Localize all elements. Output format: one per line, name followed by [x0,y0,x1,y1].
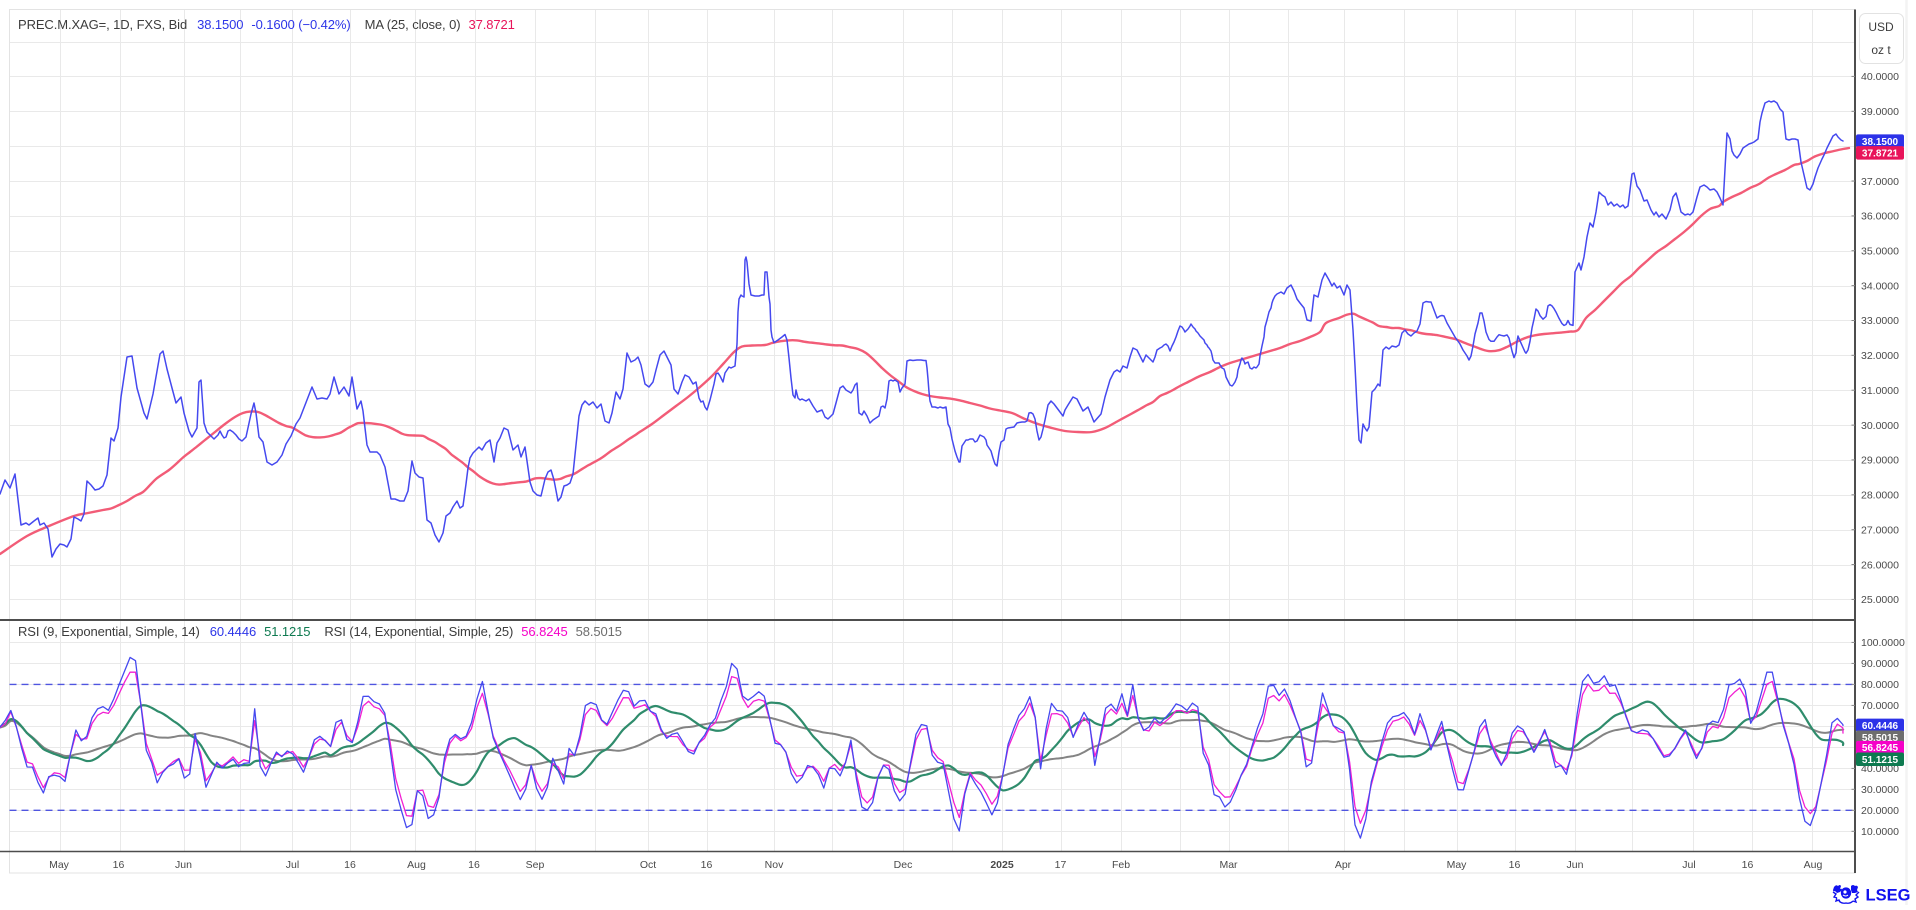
svg-text:27.0000: 27.0000 [1861,524,1899,536]
svg-text:LSEG: LSEG [1866,887,1911,905]
svg-text:Dec: Dec [894,859,913,871]
svg-text:16: 16 [113,859,125,871]
svg-text:USD: USD [1868,20,1894,34]
svg-text:56.8245: 56.8245 [1862,743,1899,754]
svg-text:38.1500: 38.1500 [1862,137,1899,148]
svg-text:35.0000: 35.0000 [1861,246,1899,258]
svg-text:90.0000: 90.0000 [1861,658,1899,670]
svg-text:16: 16 [1742,859,1754,871]
svg-text:58.5015: 58.5015 [1862,733,1899,744]
svg-text:Jul: Jul [1682,859,1695,871]
svg-text:2025: 2025 [990,859,1014,871]
svg-text:Jun: Jun [1567,859,1584,871]
svg-text:oz t: oz t [1871,43,1891,57]
svg-text:37.0000: 37.0000 [1861,176,1899,188]
svg-text:51.1215: 51.1215 [1862,755,1899,766]
svg-text:36.0000: 36.0000 [1861,211,1899,223]
svg-text:100.0000: 100.0000 [1861,637,1905,649]
svg-text:39.0000: 39.0000 [1861,106,1899,118]
svg-text:80.0000: 80.0000 [1861,679,1899,691]
svg-text:28.0000: 28.0000 [1861,490,1899,502]
svg-text:May: May [49,859,70,871]
svg-text:10.0000: 10.0000 [1861,826,1899,838]
svg-text:33.0000: 33.0000 [1861,315,1899,327]
svg-text:Jul: Jul [286,859,299,871]
svg-text:31.0000: 31.0000 [1861,385,1899,397]
svg-text:26.0000: 26.0000 [1861,559,1899,571]
svg-text:Nov: Nov [765,859,784,871]
svg-text:Jun: Jun [175,859,192,871]
svg-text:Apr: Apr [1335,859,1352,871]
svg-text:60.4446: 60.4446 [1862,721,1899,732]
svg-text:17: 17 [1055,859,1067,871]
svg-text:16: 16 [344,859,356,871]
svg-text:Sep: Sep [526,859,545,871]
svg-text:Oct: Oct [640,859,656,871]
svg-text:32.0000: 32.0000 [1861,350,1899,362]
svg-text:16: 16 [701,859,713,871]
svg-text:40.0000: 40.0000 [1861,71,1899,83]
svg-text:29.0000: 29.0000 [1861,455,1899,467]
svg-text:40.0000: 40.0000 [1861,763,1899,775]
svg-text:Aug: Aug [1804,859,1823,871]
svg-text:20.0000: 20.0000 [1861,805,1899,817]
svg-text:Mar: Mar [1219,859,1238,871]
svg-text:70.0000: 70.0000 [1861,700,1899,712]
svg-text:Aug: Aug [407,859,426,871]
svg-text:37.8721: 37.8721 [1862,148,1899,159]
svg-text:25.0000: 25.0000 [1861,594,1899,606]
svg-text:34.0000: 34.0000 [1861,280,1899,292]
svg-text:16: 16 [1509,859,1521,871]
svg-text:16: 16 [468,859,480,871]
svg-text:Feb: Feb [1112,859,1130,871]
svg-text:30.0000: 30.0000 [1861,420,1899,432]
svg-text:30.0000: 30.0000 [1861,784,1899,796]
svg-text:May: May [1447,859,1468,871]
